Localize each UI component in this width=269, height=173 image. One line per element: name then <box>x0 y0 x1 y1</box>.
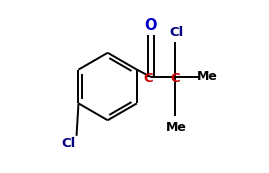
Text: Me: Me <box>166 121 186 134</box>
Text: Me: Me <box>197 70 218 84</box>
Text: O: O <box>144 19 156 33</box>
Text: C: C <box>144 72 153 85</box>
Text: Cl: Cl <box>61 137 75 150</box>
Text: C: C <box>170 72 180 85</box>
Text: Cl: Cl <box>169 26 183 39</box>
